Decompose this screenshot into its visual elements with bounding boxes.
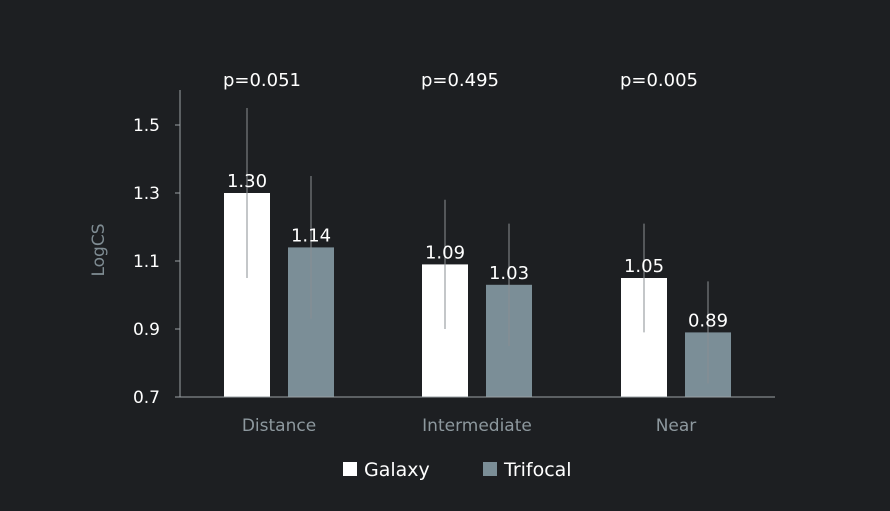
data-label-trifocal-intermediate: 1.03 [489,263,529,284]
y-axis-label: LogCS [89,223,109,276]
y-tick-label: 1.5 [133,116,160,136]
legend: Galaxy Trifocal [343,459,572,481]
labels-layer: 1.30 1.09 1.05 1.14 1.03 0.89 Distance p=0.051 I… [223,70,728,436]
legend-swatch-trifocal [483,462,497,476]
legend-swatch-galaxy [343,462,357,476]
data-label-trifocal-distance: 1.14 [291,225,331,246]
data-label-trifocal-near: 0.89 [688,310,728,331]
legend-label-trifocal: Trifocal [503,459,572,481]
x-tick-label-distance: Distance [242,416,316,436]
data-label-galaxy-intermediate: 1.09 [425,242,465,263]
data-label-galaxy-near: 1.05 [624,256,664,277]
p-value-distance: p=0.051 [223,70,301,91]
p-value-near: p=0.005 [620,70,698,91]
x-tick-label-near: Near [656,416,697,436]
p-value-intermediate: p=0.495 [421,70,499,91]
data-label-galaxy-distance: 1.30 [227,171,267,192]
error-bars-layer [246,108,709,384]
y-tick-label: 1.1 [133,252,160,272]
y-tick-label: 1.3 [133,184,160,204]
y-tick-label: 0.7 [133,388,160,408]
bars-layer [224,193,731,397]
axes-layer: 0.7 0.9 1.1 1.3 1.5 [133,90,775,408]
y-tick-label: 0.9 [133,320,160,340]
x-tick-label-intermediate: Intermediate [422,416,532,436]
legend-label-galaxy: Galaxy [364,459,430,481]
